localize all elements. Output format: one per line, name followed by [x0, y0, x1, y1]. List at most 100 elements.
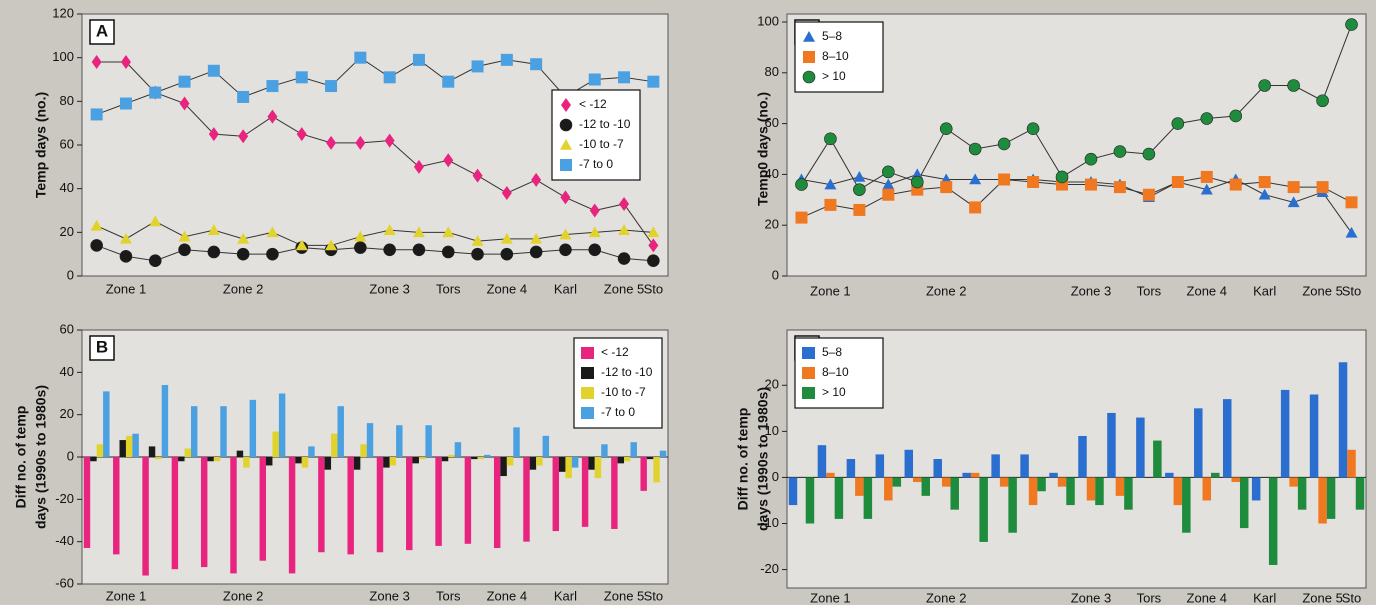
series-line: [96, 61, 654, 246]
bar: [1318, 477, 1327, 524]
legend-swatch: [581, 407, 594, 419]
bar: [1008, 477, 1017, 533]
y-tick-label: 60: [765, 115, 779, 130]
bar: [559, 457, 566, 472]
bar: [1182, 477, 1191, 533]
y-tick-label: 40: [60, 364, 74, 379]
bar: [125, 435, 133, 457]
point: [471, 60, 484, 73]
point: [266, 247, 279, 261]
point: [1287, 181, 1300, 194]
point: [853, 203, 866, 216]
bar: [817, 445, 827, 478]
point: [295, 71, 308, 84]
bar: [1289, 477, 1298, 487]
point: [471, 235, 484, 246]
bar: [353, 457, 361, 470]
point: [618, 224, 631, 235]
bar: [565, 457, 572, 479]
bar: [950, 477, 959, 510]
bar: [266, 457, 273, 466]
y-tick-label: 0: [67, 448, 74, 463]
point: [530, 232, 543, 244]
bar: [1355, 477, 1365, 510]
bar: [875, 454, 885, 478]
point: [500, 232, 513, 244]
bar: [523, 457, 530, 542]
legend-label: -12 to -10: [579, 117, 631, 131]
point: [266, 80, 279, 93]
bar: [142, 457, 149, 576]
legend-marker: [560, 159, 572, 171]
legend-label: -10 to -7: [579, 137, 624, 151]
bar: [1297, 477, 1307, 510]
y-tick-label: 20: [60, 224, 74, 239]
legend-label: < -12: [601, 345, 629, 359]
point: [500, 247, 514, 261]
point: [647, 254, 660, 268]
bar: [863, 477, 873, 519]
point: [355, 135, 366, 150]
point: [853, 183, 866, 196]
bar: [1280, 389, 1290, 478]
bar: [200, 457, 208, 568]
bar: [155, 457, 162, 460]
point: [412, 226, 425, 238]
y-tick-label: 60: [60, 321, 74, 336]
x-tick-label: Zone 1: [810, 590, 850, 605]
legend-swatch: [802, 347, 815, 359]
bar: [970, 472, 980, 478]
point: [529, 245, 543, 259]
y-tick-label: 20: [60, 406, 74, 421]
bar: [624, 457, 631, 462]
bar: [331, 433, 338, 457]
bar: [295, 457, 302, 464]
point: [236, 247, 250, 261]
x-tick-label: Zone 5: [1302, 283, 1342, 298]
bar: [834, 477, 844, 519]
point: [1258, 176, 1271, 189]
bar: [464, 457, 472, 544]
bar: [1153, 440, 1162, 478]
bar: [477, 457, 484, 460]
point: [882, 165, 895, 179]
x-tick-label: Sto: [644, 281, 664, 296]
bar: [161, 385, 169, 457]
bar: [1309, 394, 1319, 478]
legend-marker: [803, 51, 815, 63]
y-axis-label: Temp days (no.): [33, 92, 49, 198]
x-tick-label: Zone 2: [223, 281, 263, 296]
x-tick-label: Tors: [436, 281, 461, 296]
legend-label: -10 to -7: [601, 385, 646, 399]
y-axis-label: Diff no. of temp: [13, 406, 29, 509]
bar: [178, 457, 185, 462]
bar: [552, 457, 560, 532]
point: [530, 58, 543, 71]
x-tick-label: Karl: [1253, 283, 1276, 298]
bar: [933, 459, 942, 478]
bar: [640, 457, 647, 491]
bar: [113, 457, 120, 555]
point: [1345, 196, 1358, 209]
point: [90, 219, 103, 231]
bar: [999, 477, 1009, 487]
bar: [376, 457, 384, 553]
point: [383, 243, 396, 257]
point: [384, 133, 395, 148]
bar: [536, 457, 543, 466]
legend-label: 5–8: [822, 29, 842, 43]
bar: [383, 457, 390, 468]
point: [853, 170, 866, 182]
bar: [1251, 477, 1261, 501]
legend-label: -12 to -10: [601, 365, 653, 379]
bar: [220, 406, 227, 457]
point: [589, 203, 600, 218]
x-tick-label: Zone 3: [369, 281, 409, 296]
bar: [493, 457, 501, 549]
bar: [846, 459, 856, 478]
point: [237, 232, 250, 244]
point: [910, 175, 924, 189]
bar: [1107, 412, 1116, 478]
point: [1142, 188, 1155, 201]
bar: [601, 444, 608, 457]
